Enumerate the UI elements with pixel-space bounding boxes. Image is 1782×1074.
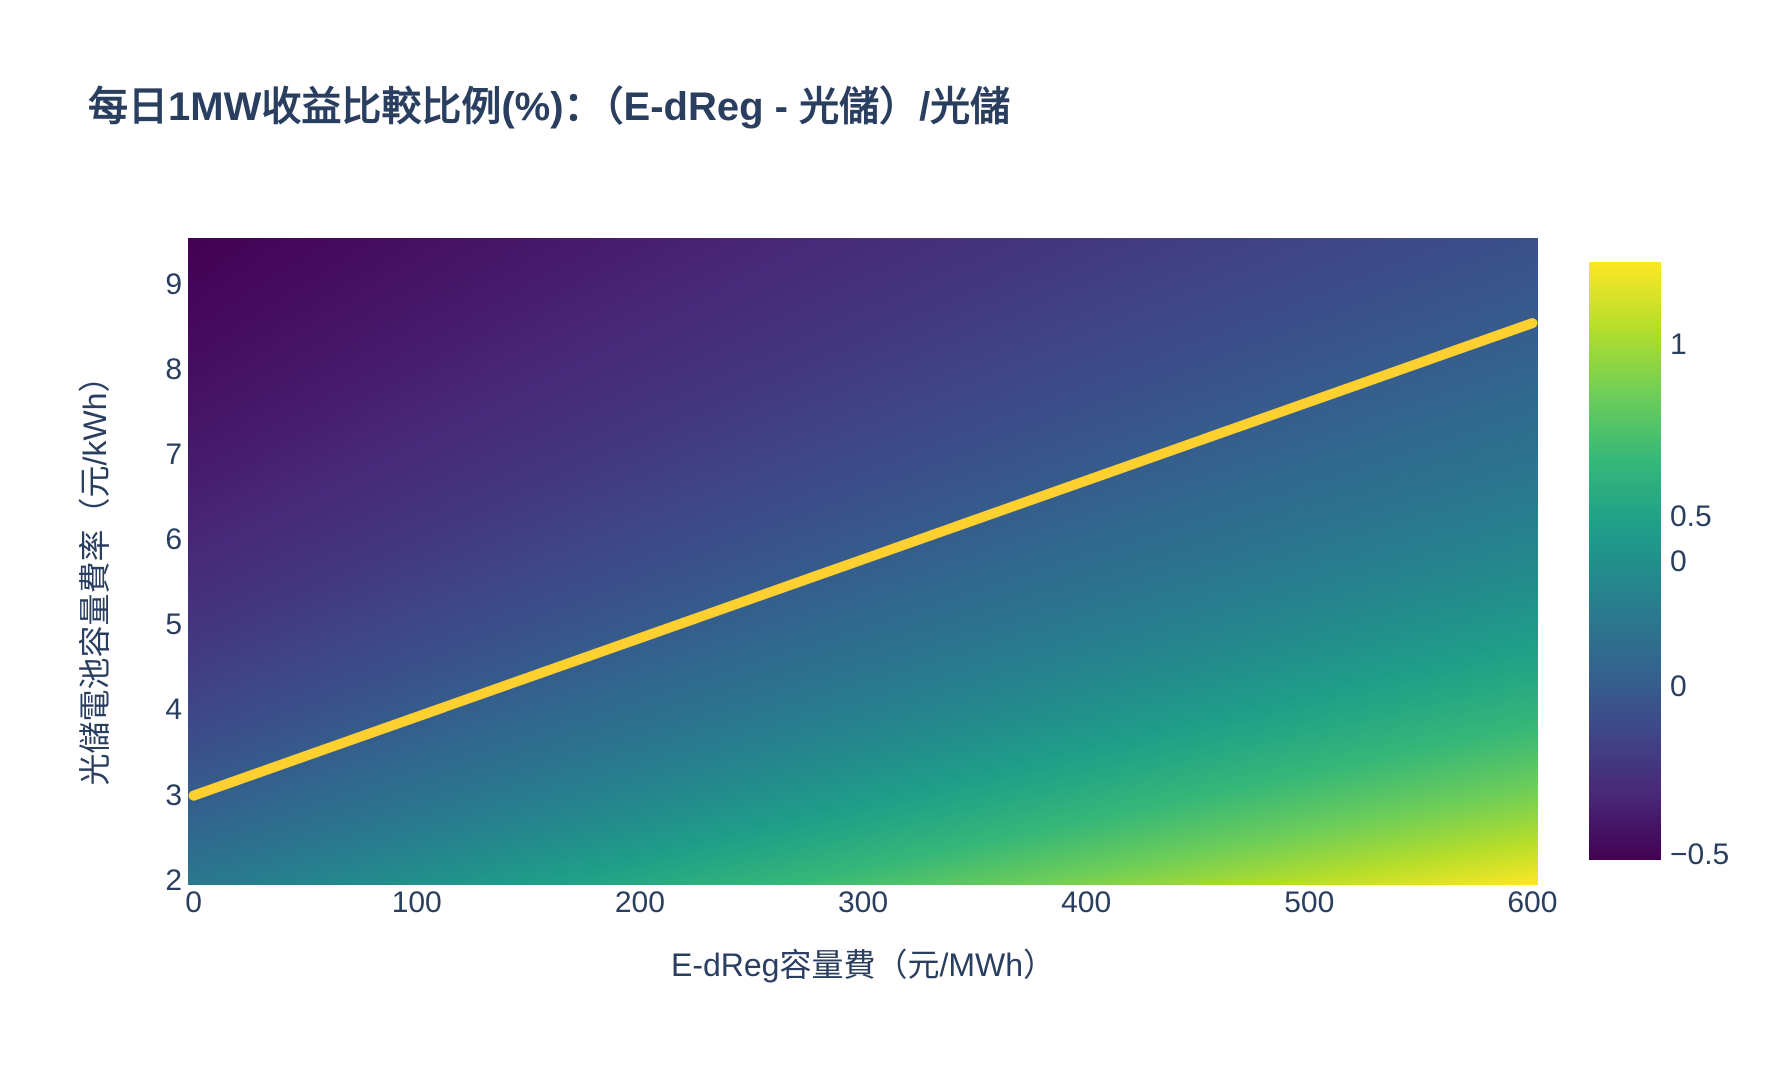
colorbar-tick-label: 0 — [1670, 545, 1687, 579]
x-tick-label: 400 — [1061, 886, 1112, 919]
x-tick-label: 500 — [1284, 886, 1335, 919]
heatmap-plot-area[interactable] — [188, 238, 1538, 885]
x-tick-label: 0 — [185, 886, 202, 919]
y-tick-label: 7 — [165, 438, 182, 472]
y-tick-label: 5 — [165, 608, 182, 642]
colorbar-tick-label: 0.5 — [1670, 499, 1712, 533]
y-tick-label: 3 — [165, 778, 182, 812]
x-tick-label: 200 — [614, 886, 665, 919]
colorbar-tick-label: 0 — [1670, 670, 1687, 704]
x-tick-label: 600 — [1507, 886, 1558, 919]
x-axis-title: E-dReg容量費（元/MWh） — [670, 947, 1056, 983]
x-tick-label: 100 — [391, 886, 442, 919]
breakeven-line — [188, 318, 1538, 801]
y-tick-label: 8 — [165, 352, 182, 386]
breakeven-line-overlay — [188, 318, 1538, 801]
y-tick-label: 9 — [165, 267, 182, 301]
y-tick-label: 4 — [165, 693, 182, 727]
y-tick-label: 2 — [165, 863, 182, 897]
y-axis-title: 光儲電池容量費率（元/kWh） — [77, 360, 113, 786]
y-tick-label: 6 — [165, 523, 182, 557]
colorbar-tick-label: −0.5 — [1670, 838, 1730, 872]
colorbar-tick-label: 1 — [1670, 328, 1687, 362]
colorbar — [1589, 262, 1661, 860]
chart-title: 每日1MW收益比較比例(%)：（E-dReg - 光儲）/光儲 — [88, 85, 1011, 129]
x-tick-label: 300 — [837, 886, 889, 919]
